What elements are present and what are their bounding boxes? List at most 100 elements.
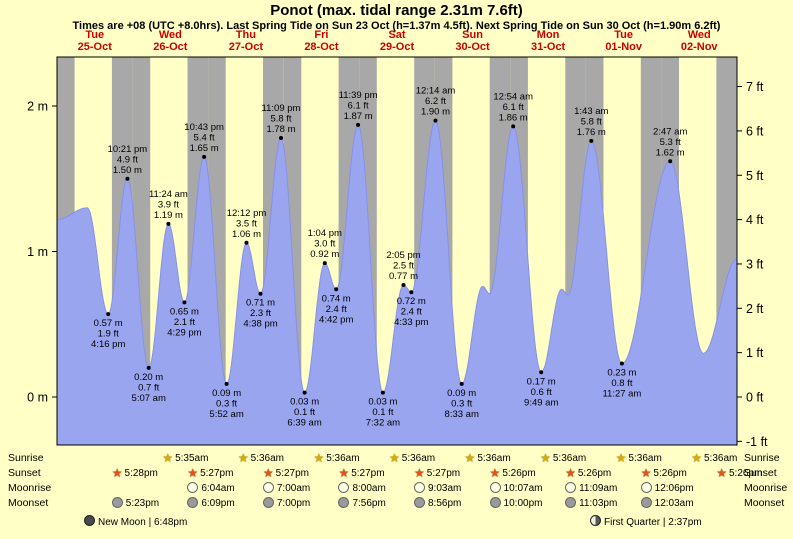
tide-chart: 2 m 1 m 0 m 7 ft 6 ft 5 ft 4 ft 3 ft 2 ft 1 ft 0 f… <box>27 56 768 447</box>
sunrise-entry: ★ 5:36am <box>540 452 586 466</box>
day-name: Tue <box>614 29 634 41</box>
sunrise-icon: ★ <box>540 451 551 465</box>
sunset-icon: ★ <box>414 466 425 480</box>
sunrise-time: 5:36am <box>326 453 360 464</box>
tide-low-marker <box>106 312 111 317</box>
tide-high-marker <box>166 221 171 226</box>
sunset-icon: ★ <box>111 466 123 480</box>
moonset-time: 11:03pm <box>579 498 618 509</box>
sunset-entry: ★ 5:26pm <box>716 467 762 481</box>
ft-axis-label: 2 ft <box>746 302 764 316</box>
sunset-icon: ★ <box>489 466 501 480</box>
tide-high-marker <box>322 261 327 266</box>
moonrise-entry: 6:04am <box>187 482 235 496</box>
spring-tide-subtitle: Times are +08 (UTC +8.0hrs). Last Spring… <box>72 20 721 32</box>
firstquarter-icon <box>590 515 601 526</box>
sunset-icon: ★ <box>716 466 727 480</box>
day-label: Fri 28-Oct <box>286 29 356 53</box>
tide-high-annotation: 11:39 pm 6.1 ft 1.87 m <box>339 90 378 122</box>
tide-high-marker <box>511 124 516 129</box>
sunrise-entry: ★ 5:35am <box>162 452 208 466</box>
tide-high-marker <box>589 138 594 143</box>
day-date: 30-Oct <box>455 41 490 53</box>
tide-high-marker <box>401 283 406 287</box>
moonset-entry: 7:56pm <box>338 497 386 511</box>
sunset-entry: ★ 5:27pm <box>187 467 233 481</box>
moon-phase-new-moon: New Moon | 6:48pm <box>84 515 187 529</box>
moonrise-icon <box>262 482 274 493</box>
moon-phase-first-quarter: First Quarter | 2:37pm <box>590 515 702 529</box>
tide-high-marker <box>433 118 438 123</box>
moonset-entry: 8:56pm <box>414 497 461 511</box>
page-title: Ponot (max. tidal range 2.31m 7.6ft) <box>270 2 523 19</box>
moonset-entry: 7:00pm <box>262 497 311 511</box>
day-name: Thu <box>235 29 256 41</box>
tide-low-annotation: 0.57 m 1.9 ft 4:16 pm <box>91 318 125 350</box>
tide-low-marker <box>182 300 187 305</box>
sunrise-entry: ★ 5:36am <box>616 452 662 466</box>
tide-low-annotation: 0.09 m 0.3 ft 5:52 am <box>209 388 243 420</box>
row-label-sunrise-left: Sunrise <box>8 452 44 464</box>
moonrise-icon <box>187 482 199 493</box>
moonrise-entry: 9:03am <box>414 482 461 496</box>
tide-high-annotation: 11:24 am 3.9 ft 1.19 m <box>149 189 188 221</box>
row-label-moonset-left: Moonset <box>8 497 49 509</box>
sunrise-icon: ★ <box>313 451 325 465</box>
sunrise-entry: ★ 5:36am <box>238 452 284 466</box>
sunrise-time: 5:36am <box>552 453 587 464</box>
tide-low-annotation: 0.09 m 0.3 ft 8:33 am <box>445 388 479 420</box>
tide-low-annotation: 0.03 m 0.1 ft 7:32 am <box>366 397 400 429</box>
tide-low-annotation: 0.65 m 2.1 ft 4:29 pm <box>167 306 201 338</box>
sunrise-entry: ★ 5:36am <box>691 452 737 466</box>
tide-high-marker <box>202 154 207 159</box>
tide-low-annotation: 0.74 m 2.4 ft 4:42 pm <box>319 293 353 325</box>
tide-high-annotation: 12:14 am 6.2 ft 1.90 m <box>416 86 456 118</box>
sunrise-time: 5:36am <box>703 453 738 464</box>
tide-low-marker <box>459 381 464 386</box>
day-name: Wed <box>687 29 711 41</box>
sunrise-time: 5:36am <box>628 453 662 464</box>
sunrise-icon: ★ <box>389 451 400 465</box>
moonrise-entry: 10:07am <box>489 482 542 496</box>
sunrise-entry: ★ 5:36am <box>389 452 435 466</box>
tide-low-annotation: 0.72 m 2.4 ft 4:33 pm <box>394 296 428 328</box>
tide-high-annotation: 12:54 am 6.1 ft 1.86 m <box>493 91 533 123</box>
day-date: 28-Oct <box>304 41 339 53</box>
moonrise-icon <box>640 482 652 493</box>
sunrise-icon: ★ <box>162 451 174 465</box>
row-label-moonset-right: Moonset <box>744 497 785 509</box>
tide-high-annotation: 2:47 am 5.3 ft 1.62 m <box>653 126 687 158</box>
moonrise-icon <box>414 482 425 493</box>
tide-low-marker <box>146 365 151 370</box>
sunset-entry: ★ 5:27pm <box>263 467 309 481</box>
tide-low-marker <box>302 390 307 395</box>
moonrise-time: 6:04am <box>201 483 235 494</box>
sunset-icon: ★ <box>262 466 274 480</box>
moonset-time: 12:03am <box>654 498 694 509</box>
day-label: Sun 30-Oct <box>438 29 508 53</box>
sunrise-time: 5:36am <box>250 453 284 464</box>
newmoon-icon <box>84 515 95 526</box>
moonrise-icon <box>565 482 577 493</box>
day-label: Sat 29-Oct <box>362 29 432 53</box>
moonrise-icon <box>489 482 501 493</box>
moonrise-entry: 8:00am <box>338 482 386 496</box>
day-name: Sun <box>462 29 483 41</box>
day-name: Mon <box>536 29 560 41</box>
tide-low-annotation: 0.71 m 2.3 ft 4:38 pm <box>243 298 277 330</box>
moonrise-entry: 7:00am <box>262 482 310 496</box>
row-label-moonrise-left: Moonrise <box>8 482 52 494</box>
sunset-time: 5:26pm <box>728 468 763 479</box>
ft-axis-label: 3 ft <box>746 257 764 271</box>
tide-high-marker <box>244 240 249 245</box>
sunrise-icon: ★ <box>237 451 249 465</box>
moonset-time: 7:00pm <box>276 498 311 509</box>
tide-low-marker <box>334 287 339 292</box>
moonset-icon <box>338 497 350 508</box>
day-date: 29-Oct <box>379 41 415 53</box>
tide-high-marker <box>668 159 673 164</box>
row-label-sunset-right: Sunset <box>744 467 777 479</box>
sunset-time: 5:26pm <box>577 468 612 479</box>
sunset-time: 5:27pm <box>351 468 385 479</box>
